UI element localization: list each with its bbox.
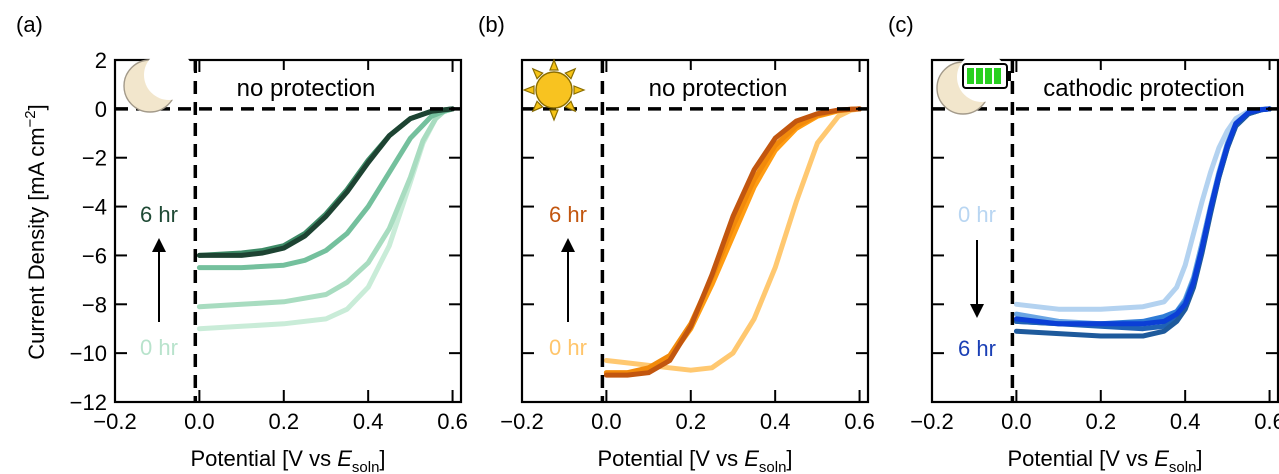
x-tick-label: 0.6 bbox=[844, 409, 875, 434]
plot-frame bbox=[113, 58, 463, 404]
panel-title: no protection bbox=[237, 75, 376, 102]
series-line bbox=[196, 106, 456, 310]
label-6hr: 6 hr bbox=[958, 336, 996, 361]
x-axis-label: Potential [V vs Esoln] bbox=[1007, 446, 1202, 474]
x-tick-label: 0.2 bbox=[268, 409, 299, 434]
x-tick-label: 0.0 bbox=[184, 409, 215, 434]
x-tick-label: 0.4 bbox=[353, 409, 384, 434]
y-tick-label: −2 bbox=[82, 146, 107, 171]
y-tick-label: −4 bbox=[82, 195, 107, 220]
x-tick-label: 0.6 bbox=[437, 409, 468, 434]
x-tick-label: 0.2 bbox=[675, 409, 706, 434]
x-tick-label: −0.2 bbox=[500, 409, 543, 434]
panel-c: (c) −0.2 0.0 0.2 0.4 0.6 cathodic protection… bbox=[888, 12, 1279, 474]
y-tick-label: −8 bbox=[82, 292, 107, 317]
y-tick-label: −10 bbox=[70, 341, 107, 366]
series-group bbox=[196, 106, 456, 332]
series-line bbox=[603, 106, 863, 378]
x-tick-label: −0.2 bbox=[93, 409, 136, 434]
series-group bbox=[1013, 106, 1273, 339]
sun-icon bbox=[522, 58, 586, 122]
x-axis-label: Potential [V vs Esoln] bbox=[190, 446, 385, 474]
tick-group: −0.2 0.0 0.2 0.4 0.6 bbox=[910, 59, 1279, 434]
x-axis-label: Potential [V vs Esoln] bbox=[597, 446, 792, 474]
x-tick-label: 0.4 bbox=[760, 409, 791, 434]
plot-frame bbox=[930, 58, 1279, 404]
tick-group: −0.2 0.0 0.2 0.4 0.6 −12 −10 −8 −6 −4 −2 0 2 bbox=[70, 48, 468, 434]
label-0hr: 0 hr bbox=[549, 335, 587, 360]
panel-title: no protection bbox=[649, 75, 788, 102]
label-6hr: 6 hr bbox=[549, 202, 587, 227]
x-tick-label: −0.2 bbox=[910, 409, 953, 434]
panel-label: (b) bbox=[478, 12, 505, 37]
x-tick-label: 0.2 bbox=[1085, 409, 1116, 434]
x-tick-label: 0.0 bbox=[1001, 409, 1032, 434]
y-tick-label: −6 bbox=[82, 243, 107, 268]
x-tick-label: 0.0 bbox=[591, 409, 622, 434]
label-6hr: 6 hr bbox=[140, 202, 178, 227]
y-tick-label: 2 bbox=[95, 48, 107, 73]
plot-frame bbox=[520, 58, 870, 404]
series-line bbox=[196, 106, 456, 258]
panel-label: (c) bbox=[888, 12, 914, 37]
x-tick-label: 0.6 bbox=[1254, 409, 1279, 434]
panel-b: (b) −0.2 0.0 0.2 0.4 0.6 no protection 6 hr … bbox=[478, 12, 875, 474]
panel-title: cathodic protection bbox=[1043, 75, 1244, 102]
panel-a: (a) −0.2 0.0 0.2 0.4 0.6 −12 −10 −8 −6 −4 −2 0 2 no … bbox=[16, 12, 468, 474]
moon-battery-icon bbox=[936, 52, 1011, 115]
series-group bbox=[603, 106, 863, 378]
label-0hr: 0 hr bbox=[140, 335, 178, 360]
y-tick-label: −12 bbox=[70, 390, 107, 415]
y-tick-label: 0 bbox=[95, 97, 107, 122]
moon-icon bbox=[123, 50, 194, 113]
series-line bbox=[1013, 106, 1273, 327]
y-axis-label: Current Density [mA cm−2] bbox=[22, 104, 49, 360]
series-line bbox=[603, 106, 863, 376]
series-line bbox=[196, 106, 456, 271]
label-0hr: 0 hr bbox=[958, 202, 996, 227]
x-tick-label: 0.4 bbox=[1170, 409, 1201, 434]
panel-label: (a) bbox=[16, 12, 43, 37]
series-line bbox=[1013, 106, 1273, 339]
